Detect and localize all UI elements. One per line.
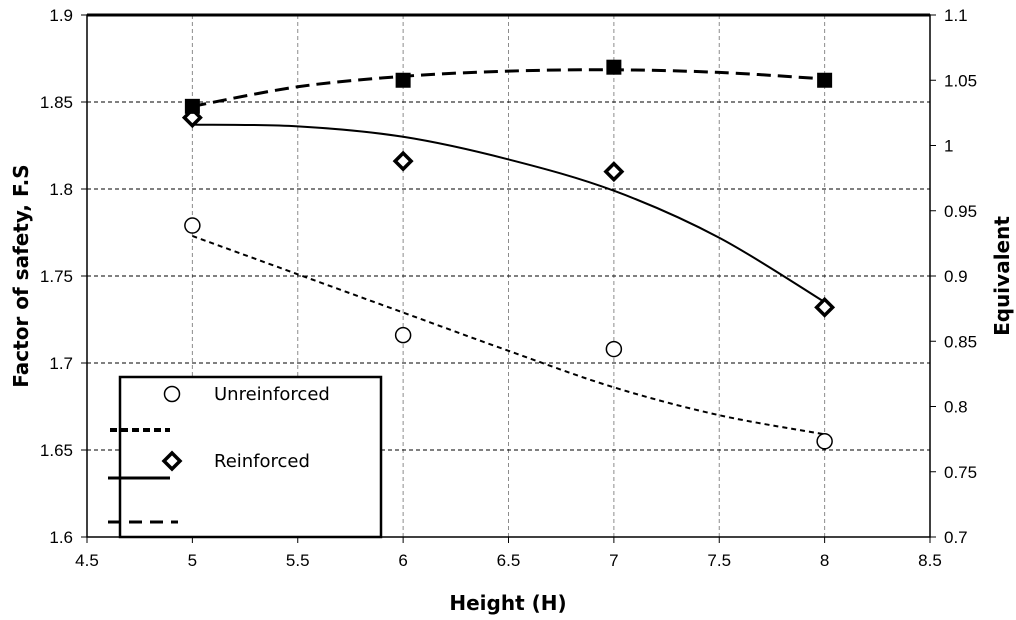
x-tick-label: 4.5: [75, 551, 99, 570]
data-point-square: [606, 59, 622, 75]
y2-tick-label: 0.85: [944, 332, 977, 351]
y-tick-label: 1.75: [40, 267, 73, 286]
y2-tick-label: 1: [944, 137, 953, 156]
trend-line-long-dash: [192, 68, 825, 108]
y2-tick-label: 0.8: [944, 398, 968, 417]
legend-box: [118, 375, 383, 539]
x-axis-title: Height (H): [449, 591, 566, 615]
y-tick-label: 1.85: [40, 93, 73, 112]
data-point-diamond: [161, 450, 183, 472]
x-tick-label: 8: [820, 551, 829, 570]
y-tick-label: 1.6: [49, 528, 73, 547]
y2-tick-label: 1.1: [944, 6, 968, 25]
y2-tick-label: 1.05: [944, 71, 977, 90]
x-tick-label: 6.5: [497, 551, 521, 570]
legend-label: Reinforced: [214, 451, 310, 472]
y-tick-label: 1.9: [49, 6, 73, 25]
legend: Unreinforced Reinforced: [108, 375, 383, 539]
y-tick-labels: 1.6 1.65 1.7 1.75 1.8 1.85 1.9: [40, 6, 87, 547]
x-tick-label: 5: [188, 551, 197, 570]
y2-axis-title: Equivalent: [990, 216, 1014, 336]
x-tick-label: 8.5: [918, 551, 942, 570]
data-point-circle: [605, 340, 623, 358]
y-tick-label: 1.7: [49, 354, 73, 373]
data-point-diamond: [603, 161, 625, 183]
data-point-circle: [184, 217, 201, 234]
y2-tick-labels: 0.7 0.75 0.8 0.85 0.9 0.95 1 1.05 1.1: [930, 6, 977, 547]
x-tick-label: 6: [398, 551, 407, 570]
trend-lines: [192, 68, 826, 436]
y-axis-title: Factor of safety, F.S: [9, 164, 33, 387]
y-tick-label: 1.8: [49, 180, 73, 199]
y2-tick-label: 0.7: [944, 528, 968, 547]
x-tick-label: 5.5: [286, 551, 310, 570]
trend-line-short-dash: [192, 235, 825, 436]
y2-tick-label: 0.9: [944, 267, 968, 286]
data-point-square: [395, 72, 411, 88]
x-tick-label: 7: [609, 551, 618, 570]
data-point-diamond: [814, 296, 836, 318]
x-tick-label: 7.5: [707, 551, 731, 570]
data-point-circle: [163, 385, 181, 403]
trend-line-solid: [192, 123, 826, 303]
data-markers: [181, 59, 836, 450]
data-point-square: [817, 72, 833, 88]
legend-label: Unreinforced: [214, 384, 330, 405]
data-point-circle: [394, 326, 412, 344]
data-point-square: [184, 98, 200, 114]
y-tick-label: 1.65: [40, 441, 73, 460]
x-tick-labels: 4.5 5 5.5 6 6.5 7 7.5 8 8.5: [75, 537, 942, 570]
y2-tick-label: 0.95: [944, 202, 977, 221]
data-point-diamond: [392, 150, 414, 172]
data-point-circle: [816, 433, 833, 450]
y2-tick-label: 0.75: [944, 463, 977, 482]
